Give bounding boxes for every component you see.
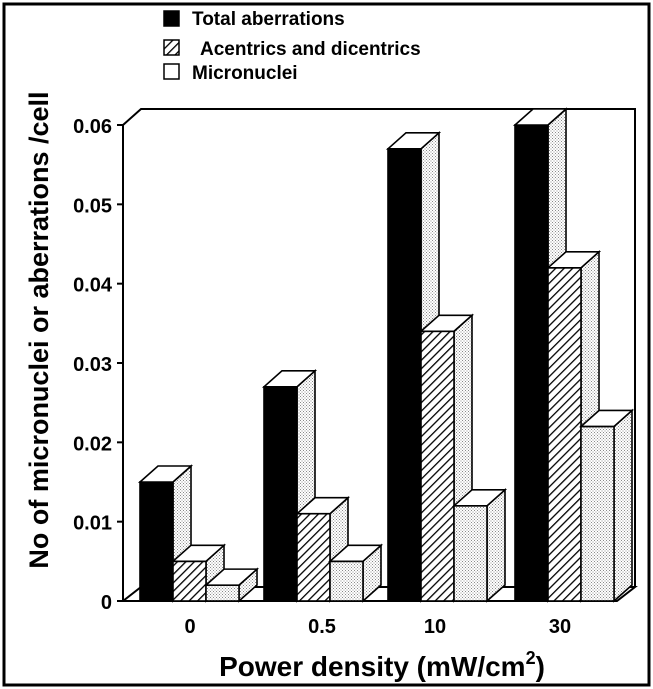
- bar-top: [261, 369, 318, 388]
- bar-front: [420, 330, 455, 602]
- legend-entry-acentrics: Acentrics and dicentrics: [163, 39, 421, 60]
- bar-top: [578, 409, 635, 428]
- bar: [203, 567, 260, 603]
- x-tick-label: 30: [549, 616, 571, 638]
- bar-top: [327, 544, 384, 563]
- bar-top: [294, 496, 351, 515]
- bar-front: [387, 148, 422, 602]
- legend: Total aberrations Acentrics and dicentri…: [163, 9, 421, 84]
- bar-top: [418, 314, 475, 333]
- bar-top: [385, 132, 442, 150]
- bar-front: [514, 124, 549, 602]
- legend-entry-total: Total aberrations: [163, 9, 345, 30]
- legend-swatch-dots: [163, 63, 180, 80]
- x-tick-label: 10: [424, 616, 446, 638]
- x-tick-label: 0.5: [308, 616, 336, 638]
- x-tick-label: 0: [184, 616, 195, 638]
- legend-label: Micronuclei: [192, 63, 298, 84]
- bar-front: [580, 425, 615, 602]
- bar-top: [545, 251, 602, 269]
- legend-label: Acentrics and dicentrics: [200, 39, 421, 60]
- bar-front: [172, 560, 207, 602]
- bar-front: [205, 584, 240, 602]
- bar: [578, 408, 635, 603]
- bar-top: [170, 544, 227, 563]
- bar-front: [296, 512, 331, 602]
- bar-top: [512, 108, 569, 126]
- bar-front: [139, 481, 174, 602]
- y-axis-title: No of micronuclei or aberrations /cell: [24, 91, 54, 568]
- bar-front: [453, 504, 488, 602]
- legend-swatch-solid: [163, 10, 180, 27]
- bar-front: [547, 266, 582, 602]
- bar-front: [263, 385, 298, 602]
- bar: [451, 488, 508, 603]
- bar: [327, 543, 384, 603]
- legend-label: Total aberrations: [192, 9, 345, 30]
- y-tick-label: 0.05: [73, 195, 112, 217]
- bar-side: [486, 488, 506, 603]
- bar-top: [451, 488, 508, 507]
- y-tick-label: 0.03: [73, 354, 112, 376]
- bar-top: [203, 568, 260, 586]
- legend-swatch-hatch: [163, 39, 180, 56]
- bar-front: [329, 560, 364, 602]
- y-tick-label: 0.06: [73, 116, 112, 138]
- y-tick-label: 0: [101, 592, 112, 614]
- legend-entry-micronuclei: Micronuclei: [163, 63, 298, 84]
- y-ticks: 0 0.01 0.02 0.03 0.04 0.05 0.06: [73, 116, 123, 614]
- y-tick-label: 0.04: [73, 275, 113, 297]
- y-tick-label: 0.02: [73, 433, 112, 455]
- bars: [137, 107, 635, 603]
- x-axis-title: Power density (mW/cm2): [219, 648, 545, 682]
- bar-side: [613, 408, 633, 603]
- y-tick-label: 0.01: [73, 513, 112, 535]
- x-ticks: 0 0.5 10 30: [184, 616, 571, 638]
- bar-top: [137, 465, 194, 483]
